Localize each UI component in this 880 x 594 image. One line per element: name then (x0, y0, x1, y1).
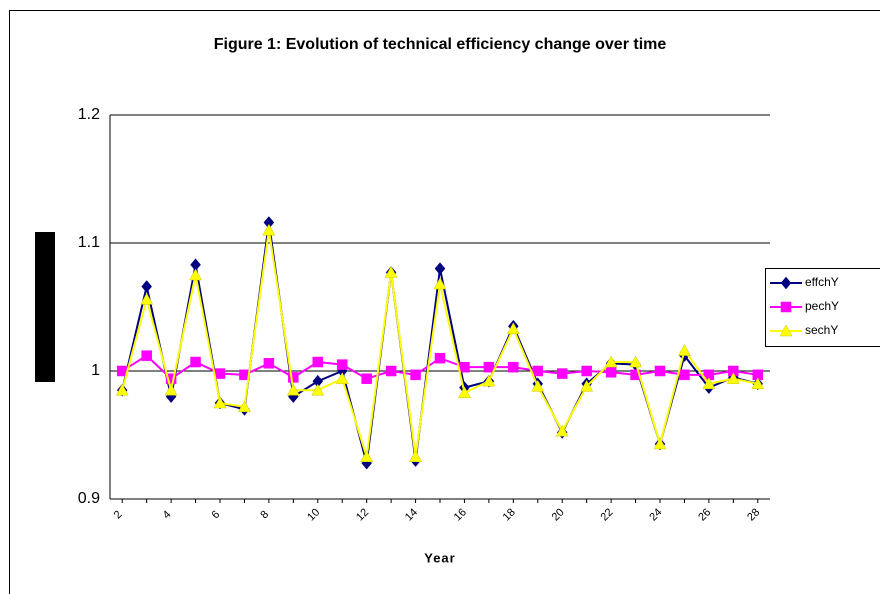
x-axis-title: Year (424, 550, 455, 565)
point (312, 356, 324, 368)
chart-title: Figure 1: Evolution of technical efficie… (214, 36, 667, 53)
point (483, 361, 495, 373)
point (238, 400, 251, 413)
point (482, 374, 496, 387)
point (336, 359, 348, 370)
point (410, 369, 421, 381)
point (384, 265, 398, 278)
point (702, 377, 716, 390)
point (140, 292, 154, 305)
point (629, 355, 642, 368)
point (678, 343, 691, 356)
point (604, 355, 618, 368)
point (361, 373, 372, 384)
point (779, 324, 793, 337)
point (605, 367, 617, 378)
y-tick-label: 1 (91, 362, 100, 379)
point (141, 280, 152, 293)
point (531, 379, 545, 392)
legend-label: sechY (805, 323, 838, 337)
point (434, 352, 446, 364)
point (360, 450, 374, 463)
point (751, 377, 765, 390)
point (385, 365, 397, 377)
y-axis-label-block (35, 232, 55, 382)
point (508, 361, 519, 373)
point (580, 379, 594, 392)
point (532, 365, 544, 377)
point (458, 386, 471, 399)
point (630, 369, 641, 381)
point (115, 383, 129, 396)
point (654, 365, 666, 377)
point (189, 268, 202, 281)
point (433, 277, 447, 290)
point (409, 450, 422, 463)
point (190, 356, 201, 368)
point (286, 383, 300, 396)
legend-label: effchY (805, 275, 839, 289)
point (459, 361, 470, 373)
point (506, 322, 520, 335)
point (335, 372, 349, 384)
point (556, 368, 568, 379)
point (726, 372, 740, 384)
point (581, 365, 592, 377)
point (214, 368, 226, 379)
y-tick-label: 1.2 (78, 106, 100, 123)
point (780, 276, 792, 290)
point (555, 424, 569, 437)
y-tick-label: 1.1 (78, 234, 100, 251)
point (653, 437, 667, 450)
point (679, 369, 690, 381)
point (141, 350, 152, 361)
point (263, 358, 275, 369)
point (164, 383, 178, 396)
y-tick-label: 0.9 (78, 490, 100, 507)
point (780, 301, 792, 313)
point (311, 383, 325, 396)
point (213, 396, 227, 409)
legend-label: pechY (805, 299, 839, 313)
point (288, 372, 299, 383)
point (434, 262, 446, 275)
point (262, 223, 276, 236)
